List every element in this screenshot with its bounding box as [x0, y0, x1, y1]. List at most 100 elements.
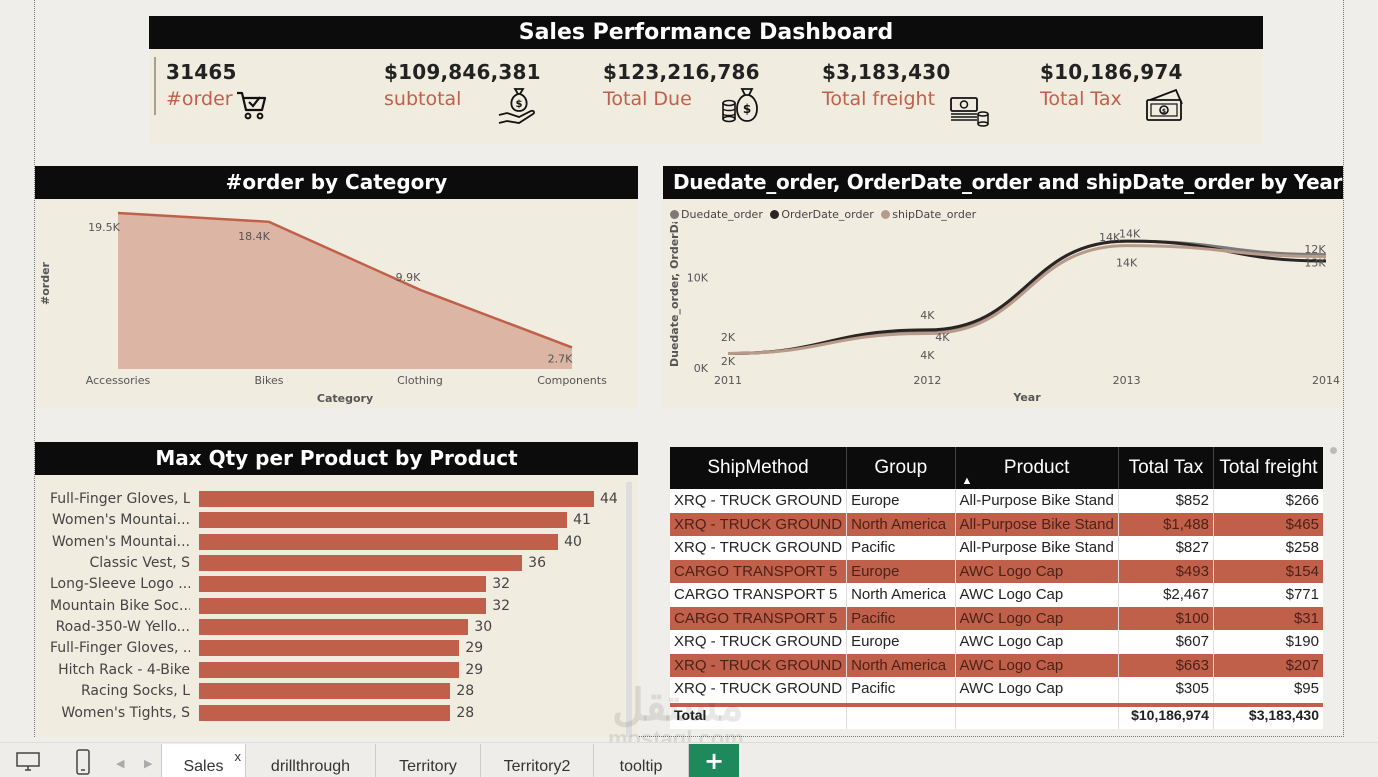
tab-sales[interactable]: Sales x: [161, 744, 246, 777]
table-cell: $154: [1213, 559, 1323, 583]
bar[interactable]: [199, 597, 487, 614]
tab-label: tooltip: [619, 758, 663, 775]
close-tab-icon[interactable]: x: [234, 749, 242, 764]
x-axis-title: Year: [1012, 391, 1041, 404]
kpi-card-total-due[interactable]: $123,216,786 Total Due: [603, 60, 760, 110]
tab-territory[interactable]: Territory: [376, 744, 481, 777]
bar-value-label: 41: [573, 512, 591, 529]
table-row[interactable]: XRQ - TRUCK GROUND Europe All-Purpose Bike…: [670, 489, 1323, 513]
table-cell: $827: [1118, 536, 1214, 560]
table-row[interactable]: CARGO TRANSPORT 5 North America AWC Logo C…: [670, 583, 1323, 607]
bar-category-label: Long-Sleeve Logo ...: [50, 576, 190, 593]
series-line: [727, 244, 1327, 355]
data-label: 19.5K: [88, 221, 120, 234]
bar-category-label: Women's Tights, S: [61, 704, 190, 721]
table-cell: Europe: [846, 630, 956, 654]
table-cell: AWC Logo Cap: [955, 630, 1119, 654]
kpi-card-subtotal[interactable]: $109,846,381 subtotal: [384, 60, 541, 110]
table-cell: $100: [1118, 606, 1214, 630]
column-header-product[interactable]: Product ▲: [955, 447, 1119, 489]
table-cell: CARGO TRANSPORT 5: [670, 559, 848, 583]
column-header-group[interactable]: Group: [846, 447, 956, 489]
legend-item[interactable]: shipDate_order: [892, 208, 977, 221]
desktop-view-icon[interactable]: [16, 752, 40, 772]
column-header-shipmethod[interactable]: ShipMethod: [670, 447, 848, 489]
bar[interactable]: [199, 619, 469, 636]
table-cell: Pacific: [846, 677, 956, 701]
bar[interactable]: [199, 512, 568, 529]
table-scrollbar[interactable]: [1329, 447, 1337, 737]
bar[interactable]: [199, 704, 451, 721]
data-label: 13K: [1304, 257, 1326, 270]
legend-dot: [881, 210, 891, 219]
table-row[interactable]: XRQ - TRUCK GROUND North America All-Purpo…: [670, 512, 1323, 536]
tab-label: Sales: [183, 758, 224, 775]
legend-item[interactable]: OrderDate_order: [781, 208, 874, 221]
bar-category-label: Road-350-W Yello...: [55, 619, 190, 636]
table-cell: $266: [1213, 489, 1323, 513]
bar[interactable]: [199, 533, 559, 550]
kpi-card-total-freight[interactable]: $3,183,430 Total freight: [822, 60, 951, 110]
series-line: [727, 239, 1327, 355]
tab-territory2[interactable]: Territory2: [481, 744, 594, 777]
bar[interactable]: [199, 555, 523, 572]
dashboard-title: Sales Performance Dashboard: [149, 16, 1263, 49]
x-tick-label: 2014: [1312, 374, 1340, 387]
bar-value-label: 36: [528, 555, 546, 572]
shipmethod-table: ShipMethod Group Product ▲ Total Tax Tot…: [670, 447, 1323, 729]
watermark-arabic: مستقل: [612, 681, 744, 730]
mobile-view-icon[interactable]: [75, 749, 91, 775]
table-cell: $2,467: [1118, 583, 1214, 607]
table-cell: $493: [1118, 559, 1214, 583]
scrollbar-thumb[interactable]: [1330, 447, 1337, 454]
legend-item[interactable]: Duedate_order: [681, 208, 763, 221]
kpi-label: Total freight: [822, 88, 936, 110]
table-cell: AWC Logo Cap: [955, 606, 1119, 630]
table-row[interactable]: XRQ - TRUCK GROUND Pacific AWC Logo Cap $30…: [670, 677, 1323, 701]
kpi-card-total-tax[interactable]: $10,186,974 Total Tax: [1040, 60, 1183, 110]
series-line: [727, 239, 1327, 355]
tab-drillthrough[interactable]: drillthrough: [246, 744, 376, 777]
tab-label: drillthrough: [270, 758, 351, 775]
cart-check-icon: [237, 91, 267, 120]
add-page-button[interactable]: +: [689, 744, 739, 777]
table-row[interactable]: XRQ - TRUCK GROUND Pacific All-Purpose Bik…: [670, 536, 1323, 560]
bar[interactable]: [199, 576, 487, 593]
bar[interactable]: [199, 491, 594, 507]
kpi-label: subtotal: [384, 88, 462, 110]
category-area-chart[interactable]: 19.5K 18.4K 9.9K 2.7K Accessories Bikes Clothi…: [35, 199, 638, 408]
x-tick-label: 2013: [1113, 374, 1141, 387]
table-row[interactable]: CARGO TRANSPORT 5 Pacific AWC Logo Cap $100…: [670, 606, 1323, 630]
table-cell: AWC Logo Cap: [955, 559, 1119, 583]
bar[interactable]: [199, 640, 460, 657]
x-tick-label: 2011: [714, 374, 742, 387]
bar-category-label: Hitch Rack - 4-Bike: [58, 661, 190, 678]
bar-value-label: 32: [492, 576, 511, 593]
table-cell: $607: [1118, 630, 1214, 654]
table-row[interactable]: XRQ - TRUCK GROUND Europe AWC Logo Cap $607…: [670, 630, 1323, 654]
bar-value-label: 30: [474, 619, 493, 636]
data-label: 12K: [1304, 243, 1326, 256]
table-row[interactable]: XRQ - TRUCK GROUND North America AWC Logo …: [670, 653, 1323, 677]
table-row[interactable]: CARGO TRANSPORT 5 Europe AWC Logo Cap $493 $…: [670, 559, 1323, 583]
money-bag-hand-icon: $: [498, 88, 535, 124]
next-page-icon[interactable]: ▶: [144, 757, 153, 770]
year-line-chart[interactable]: 0K 10K 2011 2012 2013 2014 Year Duedate_order, …: [663, 222, 1343, 408]
kpi-accent-line: [154, 57, 156, 115]
data-label: 2.7K: [548, 352, 573, 365]
kpi-label: #order: [166, 88, 233, 110]
page-tab-bar: ◀ ▶ Sales x drillthrough Territory Terri…: [0, 742, 1378, 777]
table-cell: XRQ - TRUCK GROUND: [670, 630, 848, 654]
bar-category-label: Women's Mountai...: [51, 512, 190, 529]
kpi-card-orders[interactable]: 31465 #order: [166, 60, 237, 110]
svg-text:$: $: [1162, 108, 1166, 115]
column-header-total-freight[interactable]: Total freight: [1213, 447, 1323, 489]
column-header-total-tax[interactable]: Total Tax: [1118, 447, 1214, 489]
previous-page-icon[interactable]: ◀: [116, 757, 125, 770]
product-bar-title: Max Qty per Product by Product: [35, 442, 638, 475]
tab-tooltip[interactable]: tooltip: [594, 744, 689, 777]
bar-chart-scrollbar[interactable]: [626, 482, 632, 737]
kpi-value: $109,846,381: [384, 60, 541, 84]
bar[interactable]: [199, 683, 451, 700]
bar[interactable]: [199, 661, 460, 678]
